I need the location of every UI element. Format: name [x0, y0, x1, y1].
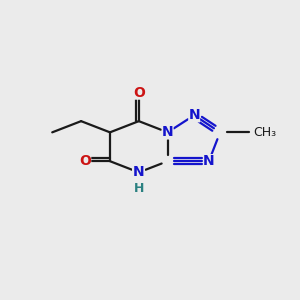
Text: N: N: [188, 108, 200, 122]
Text: O: O: [133, 85, 145, 100]
Text: N: N: [133, 165, 145, 179]
Text: O: O: [79, 154, 91, 168]
Text: N: N: [133, 165, 145, 179]
Text: N: N: [203, 154, 215, 168]
Text: CH₃: CH₃: [253, 126, 277, 139]
Text: N: N: [162, 125, 173, 139]
Text: H: H: [134, 182, 144, 195]
